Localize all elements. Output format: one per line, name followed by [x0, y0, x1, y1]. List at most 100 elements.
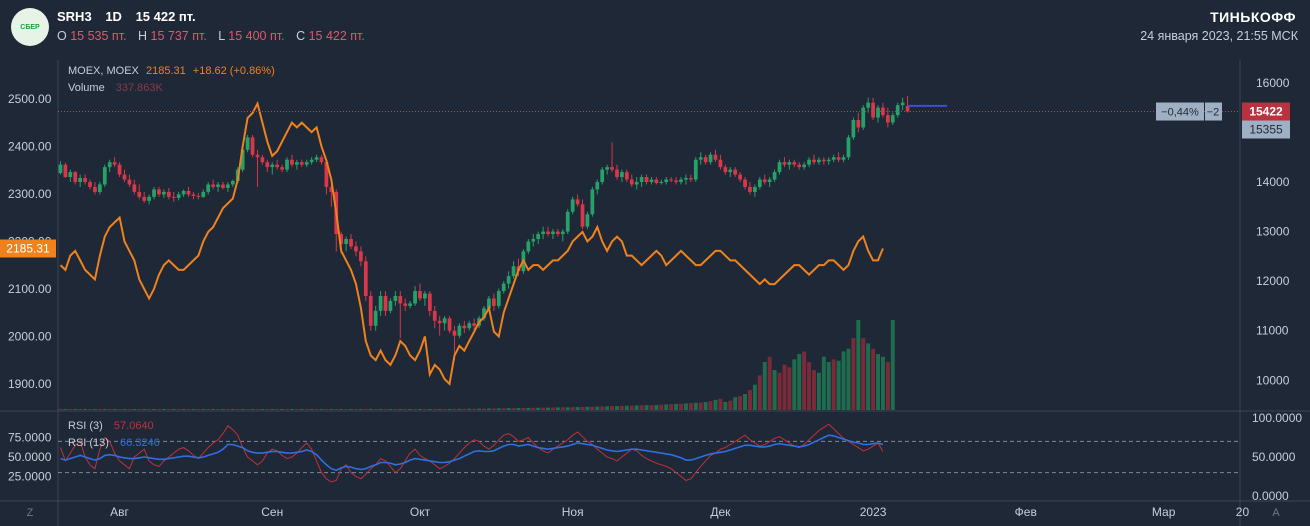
volume-bar [619, 405, 624, 410]
volume-bar [826, 362, 831, 410]
candle-body [615, 169, 619, 178]
volume-bar [728, 400, 733, 410]
candle-body [738, 174, 742, 180]
candle-body [373, 310, 378, 326]
interval-label[interactable]: 1D [105, 9, 122, 24]
candle-body [255, 154, 260, 158]
candle-body [733, 169, 738, 175]
ohlc-row: O 15 535 пт. H 15 737 пт. L 15 400 пт. C… [57, 29, 373, 43]
volume-bar [127, 409, 132, 410]
candle-body [280, 167, 284, 170]
candle-body [68, 172, 73, 178]
volume-bar [329, 409, 334, 410]
volume-bar [353, 409, 358, 410]
volume-bar [132, 409, 137, 410]
volume-legend-value: 337.863K [115, 82, 163, 94]
candle-body [851, 120, 856, 138]
price-tick-label: 10000 [1256, 373, 1290, 387]
volume-bar [841, 351, 846, 410]
volume-bar [368, 408, 373, 410]
volume-bar [363, 408, 368, 410]
candle-body [383, 296, 388, 311]
candle-body [556, 231, 560, 235]
candle-body [812, 159, 816, 163]
volume-bar [92, 409, 97, 410]
rsi13-legend[interactable]: RSI (13) 66.3246 [68, 437, 160, 449]
moex-current-badge [0, 239, 56, 258]
volume-bar [309, 409, 314, 410]
price-tick-label: 13000 [1256, 225, 1290, 239]
moex-line [59, 100, 884, 386]
volume-bar [802, 351, 807, 410]
volume-bar [398, 408, 403, 410]
volume-bar [319, 409, 324, 410]
candle-body [753, 186, 757, 192]
volume-bar [324, 409, 329, 410]
candle-body [73, 172, 78, 182]
candle-body [491, 298, 496, 306]
candle-body [900, 102, 905, 106]
volume-bar [718, 398, 723, 410]
volume-bar [688, 403, 693, 410]
candle-body [881, 107, 885, 116]
candle-body [802, 164, 807, 168]
ticker-symbol[interactable]: SRH3 [57, 9, 92, 24]
volume-bar [482, 408, 486, 410]
volume-bar [373, 408, 378, 410]
volume-legend[interactable]: Volume 337.863K [68, 82, 163, 94]
volume-bar [496, 408, 501, 410]
candle-body [221, 184, 225, 188]
moex-current-text: 2185.31 [6, 242, 50, 256]
candle-body [536, 234, 541, 239]
volume-bar [812, 370, 816, 410]
time-tick-label: Окт [410, 505, 431, 519]
volume-bar [334, 409, 339, 410]
volume-bar [265, 409, 270, 410]
moex-tick-label: 1900.00 [8, 377, 52, 391]
candle-body [378, 296, 383, 311]
candle-body [836, 157, 841, 160]
candle-body [748, 186, 752, 192]
candle-body [230, 181, 235, 185]
candle-body [782, 162, 787, 165]
candle-body [117, 164, 122, 175]
candle-body [447, 318, 452, 331]
ohlc-value: 15 535 пт. [70, 29, 127, 43]
volume-bar [166, 409, 171, 410]
corner-right-label: A [1272, 507, 1280, 519]
candle-body [191, 194, 196, 196]
candle-body [349, 239, 353, 247]
rsi3-legend[interactable]: RSI (3) 57.0640 [68, 420, 154, 432]
candle-body [398, 296, 403, 304]
volume-bar [314, 409, 319, 410]
candle-body [767, 179, 772, 182]
diff-abs-badge [1205, 102, 1222, 121]
ohlc-value: 15 422 пт. [308, 29, 365, 43]
volume-bar [629, 405, 634, 410]
volume-bar [821, 356, 826, 410]
rsi-left-tick-label: 75.0000 [8, 431, 52, 445]
volume-bar [733, 397, 738, 410]
volume-bar [181, 409, 186, 410]
volume-bar [747, 390, 752, 410]
volume-bar [526, 407, 531, 410]
volume-bar [610, 406, 615, 410]
volume-bar [477, 408, 482, 410]
candle-body [206, 184, 211, 192]
volume-bar [156, 409, 161, 410]
volume-bar [63, 409, 68, 410]
volume-bar [122, 409, 127, 410]
candle-body [88, 182, 92, 187]
moex-legend[interactable]: MOEX, MOEX 2185.31 +18.62 (+0.86%) [68, 65, 275, 77]
candle-body [634, 182, 639, 185]
candle-body [846, 137, 851, 158]
volume-bar [161, 409, 166, 410]
volume-bar [738, 396, 743, 410]
volume-bars [58, 320, 895, 410]
candle-body [585, 214, 590, 227]
volume-bar [275, 409, 280, 410]
candle-body [181, 190, 186, 195]
corner-left-label: Z [27, 507, 34, 519]
volume-bar [442, 408, 447, 410]
candle-body [142, 196, 147, 201]
